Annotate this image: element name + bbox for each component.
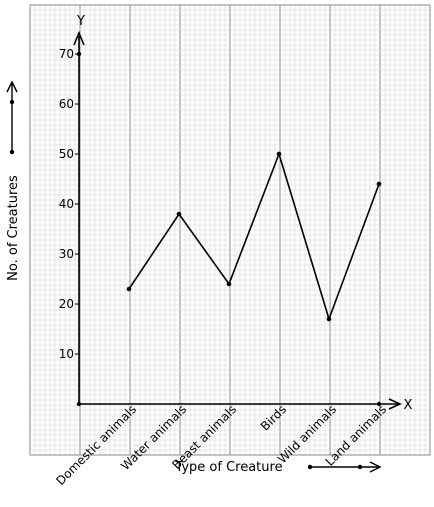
decor-bottom-dot-right xyxy=(357,464,363,470)
y-axis-arrowhead xyxy=(73,30,85,46)
y-tick-label: 30 xyxy=(59,247,74,261)
data-point xyxy=(326,316,332,322)
y-axis-title: No. of Creatures xyxy=(6,175,21,281)
grid xyxy=(29,4,431,456)
decor-left-dot-top xyxy=(9,99,15,105)
x-tick-label: Birds xyxy=(258,402,289,433)
data-point xyxy=(226,281,232,287)
grid-border xyxy=(29,4,431,456)
x-axis-arrowhead xyxy=(388,398,402,410)
x-axis-end-dot xyxy=(376,401,382,407)
y-tick-label: 70 xyxy=(59,47,74,61)
data-point xyxy=(126,286,132,292)
decor-bottom-dot-left xyxy=(307,464,313,470)
series-line xyxy=(128,151,380,322)
y-tick-label: 50 xyxy=(59,147,74,161)
y-axis-letter: Y xyxy=(76,14,85,29)
decorations xyxy=(6,80,382,473)
labels: Type of Creature No. of Creatures Y X xyxy=(6,14,413,475)
decor-left-arrowhead xyxy=(6,80,18,93)
y-tick-label: 60 xyxy=(59,97,74,111)
decor-bottom-arrowhead xyxy=(369,461,382,473)
y-tick-label: 20 xyxy=(59,297,74,311)
series-line-layer xyxy=(126,151,382,322)
y-tick-label: 40 xyxy=(59,197,74,211)
x-axis-title: Type of Creature xyxy=(174,460,282,475)
data-point xyxy=(376,181,382,187)
data-point xyxy=(176,211,182,217)
decor-left-dot-bottom xyxy=(9,149,15,155)
y-tick-label: 10 xyxy=(59,347,74,361)
origin-dot xyxy=(76,401,82,407)
x-axis-letter: X xyxy=(404,398,413,413)
data-point xyxy=(276,151,282,157)
